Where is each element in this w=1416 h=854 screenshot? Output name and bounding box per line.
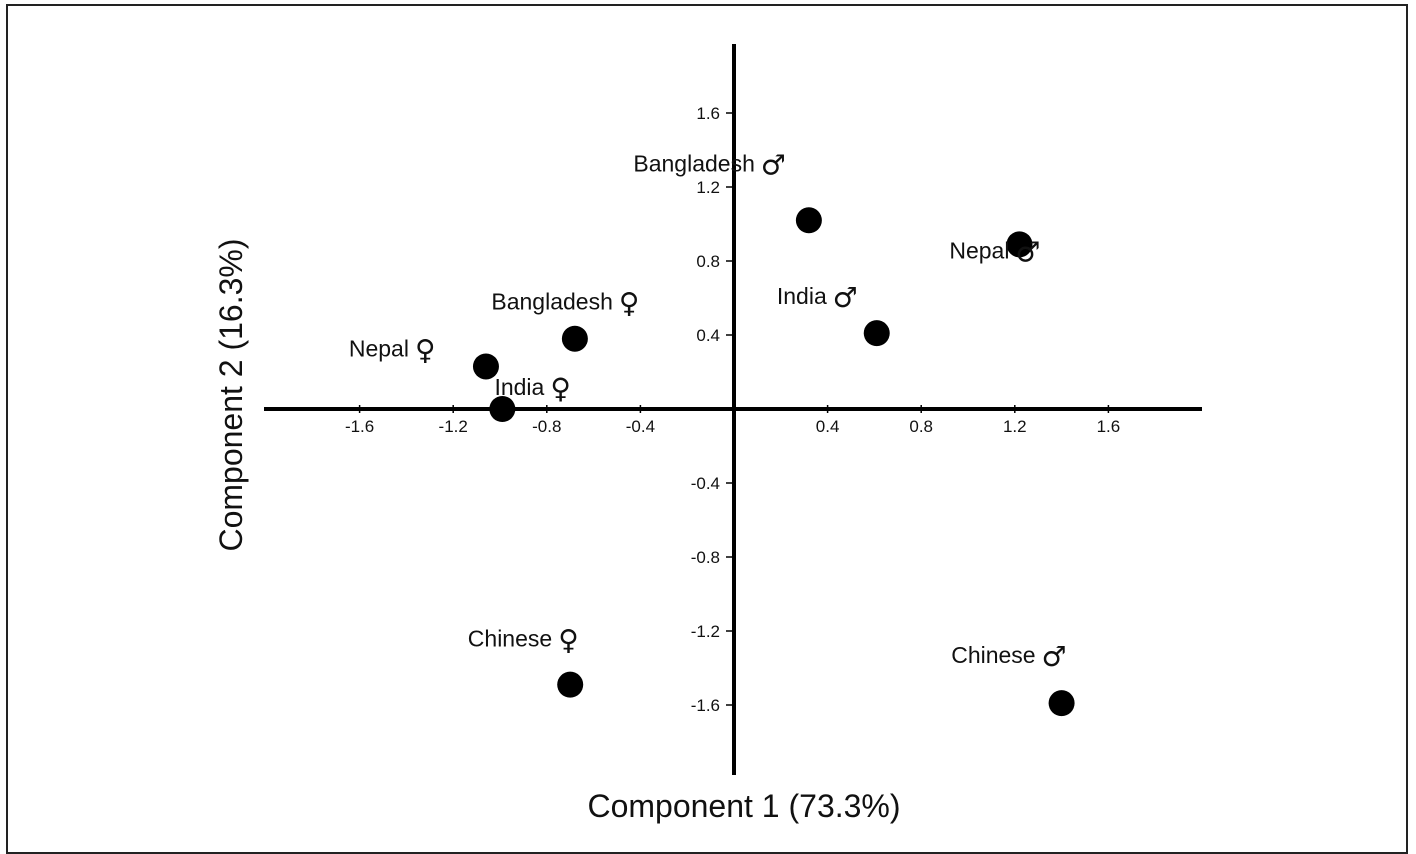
point-label-group: Nepal ♀	[349, 333, 436, 366]
y-tick-label: 0.8	[696, 252, 720, 271]
male-symbol-icon: ♂	[1042, 640, 1067, 673]
y-tick-label: -1.6	[691, 696, 720, 715]
female-symbol-icon: ♀	[619, 287, 640, 320]
data-points	[472, 207, 1075, 717]
chart-frame	[6, 4, 1408, 854]
data-point	[489, 396, 516, 422]
x-tick-label: 1.2	[1003, 417, 1027, 436]
x-tick-label: -1.2	[439, 417, 468, 436]
male-symbol-icon: ♂	[761, 148, 786, 181]
point-label-group: Nepal ♂	[949, 235, 1040, 268]
point-label: India	[494, 374, 544, 400]
data-point	[561, 325, 588, 352]
y-tick-label: -0.4	[691, 474, 720, 493]
x-tick-label: 0.8	[909, 417, 933, 436]
point-label-group: India ♂	[777, 281, 858, 314]
data-point	[795, 207, 822, 234]
female-symbol-icon: ♀	[415, 333, 436, 366]
y-axis-title: Component 2 (16.3%)	[213, 238, 249, 551]
y-tick-label: 1.6	[696, 104, 720, 123]
point-label: Chinese	[468, 626, 552, 652]
point-label-group: India ♀	[494, 372, 570, 405]
male-symbol-icon: ♂	[833, 281, 858, 314]
point-label-group: Bangladesh ♀	[491, 287, 639, 320]
axes	[264, 44, 1202, 775]
female-symbol-icon: ♀	[558, 624, 579, 657]
data-point	[472, 353, 499, 380]
y-tick-label: 1.2	[696, 178, 720, 197]
y-tick-label: -0.8	[691, 548, 720, 567]
x-tick-label: 1.6	[1097, 417, 1121, 436]
female-symbol-icon: ♀	[550, 372, 571, 405]
point-label: Nepal	[949, 237, 1009, 263]
y-tick-label: -1.2	[691, 622, 720, 641]
point-label: Chinese	[951, 642, 1035, 668]
data-point	[557, 671, 584, 698]
tick-labels: -1.6 -1.2 -0.8 -0.4 0.4 0.8 1.2 1.6 1.6 1.2 0.8 0.4…	[345, 104, 1120, 715]
point-label: Bangladesh	[633, 150, 755, 176]
x-tick-label: -0.8	[532, 417, 561, 436]
point-label-group: Chinese ♂	[951, 640, 1067, 673]
data-point	[1006, 231, 1033, 258]
x-tick-label: -0.4	[626, 417, 655, 436]
y-tick-label: 0.4	[696, 326, 720, 345]
x-tick-label: -1.6	[345, 417, 374, 436]
point-label: India	[777, 283, 827, 309]
point-label: Nepal	[349, 335, 409, 361]
point-labels: Bangladesh ♂Nepal ♂India ♂Bangladesh ♀Nepal ♀…	[349, 148, 1067, 673]
point-label-group: Chinese ♀	[468, 624, 579, 657]
data-point	[863, 320, 890, 347]
x-tick-label: 0.4	[816, 417, 840, 436]
data-point	[1048, 690, 1075, 717]
x-axis-title: Component 1 (73.3%)	[587, 788, 900, 824]
point-label-group: Bangladesh ♂	[633, 148, 786, 181]
point-label: Bangladesh	[491, 289, 613, 315]
male-symbol-icon: ♂	[1015, 235, 1040, 268]
